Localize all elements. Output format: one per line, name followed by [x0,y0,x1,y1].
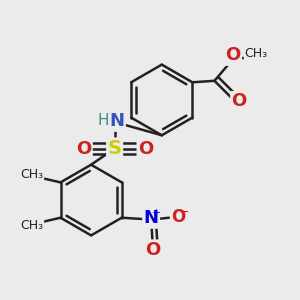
Text: +: + [152,208,161,218]
Text: O: O [145,241,160,259]
Text: N: N [144,209,159,227]
Text: O: O [171,208,186,226]
Text: CH₃: CH₃ [20,168,44,181]
Text: −: − [179,206,190,219]
Text: H: H [98,113,109,128]
Text: O: O [76,140,92,158]
Text: N: N [110,112,124,130]
Text: O: O [232,92,247,110]
Text: CH₃: CH₃ [20,219,44,232]
Text: CH₃: CH₃ [244,46,268,60]
Text: O: O [138,140,153,158]
Text: O: O [225,46,241,64]
Text: S: S [108,139,122,158]
